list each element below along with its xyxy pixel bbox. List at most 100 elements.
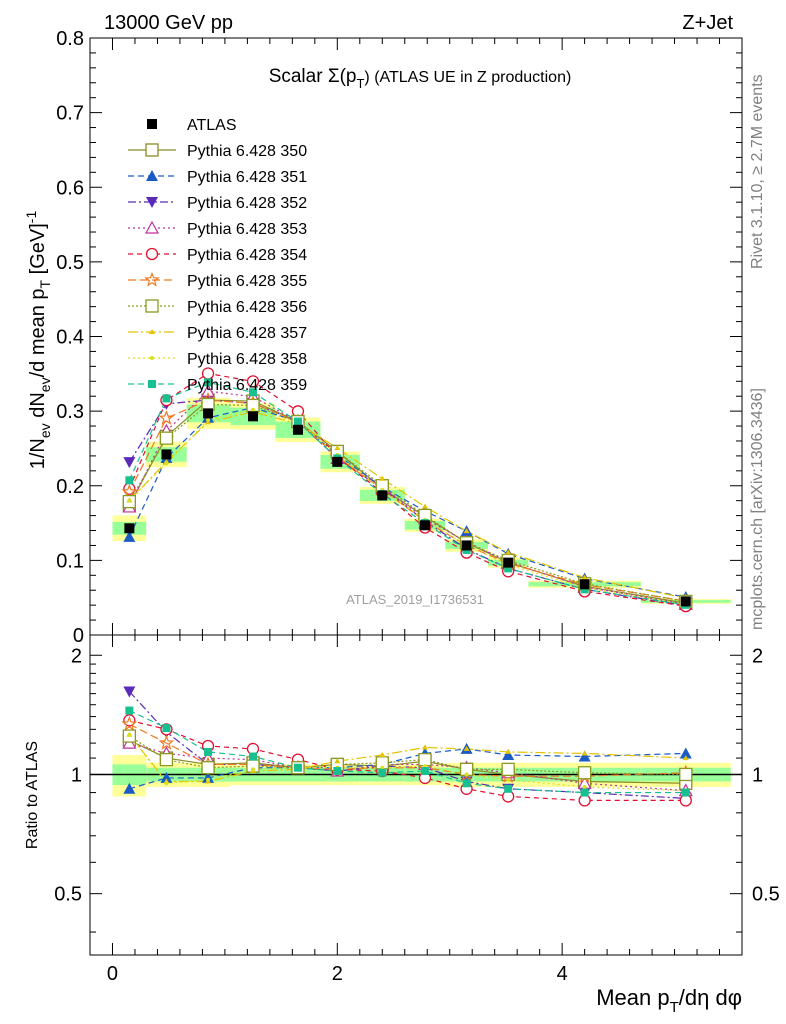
series-marker-ratio [159, 752, 174, 767]
y-axis-label: 1/Nev dNev/d mean pT [GeV]-1 [23, 211, 53, 470]
series-marker-main [421, 503, 428, 509]
ratio-axis-label: Ratio to ATLAS [24, 741, 41, 849]
ratio-y-tick-label-right: 0.5 [752, 884, 780, 906]
series-marker-ratio [164, 781, 169, 786]
atlas-data-point [579, 579, 590, 590]
series-marker-ratio [420, 767, 429, 776]
xlabel-text: Mean p [596, 985, 669, 1010]
atlas-data-point [461, 540, 472, 551]
series-marker-ratio [123, 686, 136, 698]
xlabel-text: /dη dφ [679, 985, 742, 1010]
legend-marker [150, 356, 154, 360]
series-marker-main [379, 475, 386, 481]
atlas-data-point [503, 557, 514, 568]
legend-label: Pythia 6.428 353 [187, 221, 307, 238]
legend: ATLAS Pythia 6.428 350 Pythia 6.428 351 Pyt… [128, 117, 307, 394]
y-tick-label: 0.4 [56, 327, 84, 349]
legend-item: Pythia 6.428 350 [128, 143, 307, 160]
xlabel-subscript: T [670, 999, 679, 1016]
series-marker-ratio [162, 724, 171, 733]
ylabel-text: [GeV] [27, 223, 49, 280]
ylabel-text: 1/N [27, 438, 49, 469]
legend-label: Pythia 6.428 352 [187, 195, 307, 212]
atlas-data-point [419, 520, 430, 531]
ylabel-text: dN [27, 392, 49, 423]
legend-marker [146, 170, 158, 181]
legend-item: Pythia 6.428 359 [128, 377, 307, 394]
legend-label: Pythia 6.428 356 [187, 299, 307, 316]
series-line-ratio [129, 723, 686, 777]
series-marker-ratio [682, 755, 689, 761]
legend-marker [144, 220, 160, 234]
legend-label-atlas: ATLAS [187, 117, 237, 134]
series-line-ratio [129, 735, 686, 776]
series-marker-ratio [679, 767, 693, 782]
series-marker-ratio [333, 767, 342, 776]
axis-tick-labels: 00.10.20.30.40.50.60.70.80 2 40.5 0.51 12 2 [54, 28, 780, 985]
legend-item: Pythia 6.428 353 [128, 220, 307, 238]
legend-marker [144, 271, 160, 287]
series-marker-main [504, 564, 513, 573]
series-marker-ratio [380, 765, 385, 770]
legend-label: Pythia 6.428 359 [187, 377, 307, 394]
series-marker-ratio [202, 771, 215, 783]
atlas-data-point [203, 408, 214, 419]
legend-item: Pythia 6.428 352 [128, 195, 307, 212]
legend-label: Pythia 6.428 351 [187, 169, 307, 186]
header-process-label: Z+Jet [682, 12, 733, 34]
y-tick-label: 0.1 [56, 550, 84, 572]
series-marker-ratio [502, 748, 515, 760]
series-marker-ratio [158, 734, 175, 750]
series-marker-ratio [204, 747, 213, 756]
series-marker-ratio [123, 782, 136, 794]
series-line-ratio [128, 734, 686, 783]
series-marker-main [581, 574, 588, 580]
series-marker-ratio [504, 784, 513, 793]
series-marker-ratio [249, 752, 257, 761]
series-marker-main [334, 445, 341, 451]
series-marker-main [158, 410, 175, 425]
series-marker-ratio [334, 758, 341, 764]
series-line-ratio [129, 710, 686, 794]
series-marker-ratio [577, 766, 592, 780]
series-marker-ratio [464, 772, 469, 777]
ylabel-script: ev [37, 377, 53, 392]
series-marker-ratio [580, 788, 589, 797]
series-line-main [128, 406, 686, 598]
series-marker-main [251, 407, 255, 412]
title-text: Scalar Σ(p [269, 66, 357, 87]
series-marker-ratio [293, 763, 302, 772]
atlas-data-point [377, 490, 388, 501]
y-tick-label: 0.5 [56, 252, 84, 274]
series-marker-ratio [123, 714, 136, 727]
ratio-y-tick-label-left: 0.5 [54, 884, 82, 906]
series-marker-main [249, 388, 257, 397]
atlas-data-point [680, 596, 691, 607]
y-tick-label: 0.2 [56, 476, 84, 498]
series-marker-main [123, 530, 136, 542]
series-marker-ratio [582, 784, 587, 789]
series-marker-ratio [462, 779, 471, 788]
ylabel-script: T [37, 279, 53, 288]
series-marker-ratio [578, 750, 591, 762]
series-marker-ratio [206, 777, 211, 782]
series-line-main [128, 409, 686, 606]
series-marker-main [463, 528, 470, 534]
series-marker-main [580, 585, 589, 594]
ylabel-text: /d mean p [27, 288, 49, 377]
ratio-y-tick-label-right: 1 [752, 764, 763, 786]
x-axis-label: Mean pT/dη dφ [596, 985, 742, 1016]
series-marker-ratio [418, 752, 432, 767]
legend-marker [145, 247, 159, 261]
series-marker-ratio [681, 788, 690, 797]
series-marker-main [125, 476, 134, 485]
legend-label: Pythia 6.428 354 [187, 247, 307, 264]
ylabel-script: ev [37, 423, 53, 438]
x-tick-label: 0 [107, 963, 118, 985]
series-line-main [128, 372, 686, 607]
series-marker-main [123, 457, 136, 469]
series-marker-main [127, 498, 132, 503]
y-tick-label: 0.8 [56, 28, 84, 50]
title-subscript: T [356, 76, 364, 91]
ratio-plot-frame [89, 634, 743, 956]
